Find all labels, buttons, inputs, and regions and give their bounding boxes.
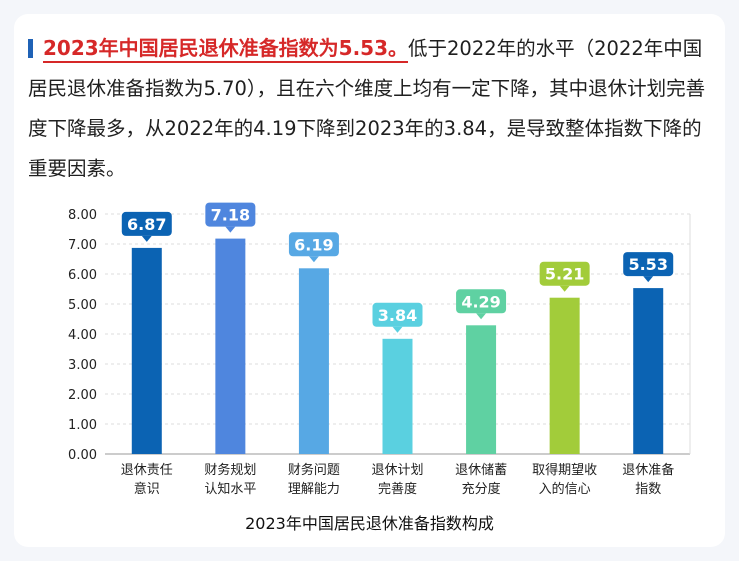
intro-highlight: 2023年中国居民退休准备指数为5.53。 xyxy=(43,36,409,63)
data-label-pointer xyxy=(141,235,152,242)
y-tick-label: 5.00 xyxy=(68,298,97,313)
bar xyxy=(466,325,497,454)
data-label-bubble xyxy=(623,252,674,277)
x-tick-label: 财务问题 xyxy=(288,462,340,478)
data-label-pointer xyxy=(308,256,319,263)
bar xyxy=(549,297,580,454)
x-tick-label: 入的信心 xyxy=(539,481,591,497)
data-label-pointer xyxy=(225,226,236,233)
data-label-bubble xyxy=(372,302,423,327)
y-tick-label: 0.00 xyxy=(68,448,97,463)
intro-paragraph: 2023年中国居民退休准备指数为5.53。低于2022年的水平（2022年中国居… xyxy=(28,28,718,189)
data-label-bubble xyxy=(539,261,590,286)
data-label-bubble xyxy=(205,202,256,227)
x-tick-label: 充分度 xyxy=(462,481,501,497)
data-label: 6.87 xyxy=(127,215,166,234)
data-label: 7.18 xyxy=(211,206,250,225)
x-tick-label: 退休计划 xyxy=(371,463,423,478)
data-label: 5.21 xyxy=(545,265,584,284)
chart-container: 0.00 1.00 2.00 3.00 4.00 5.00 6.00 7.00 8.00 6.87… xyxy=(0,195,739,509)
intro-body: 低于2022年的水平（2022年中国居民退休准备指数为5.70），且在六个维度上… xyxy=(28,37,706,180)
data-label: 5.53 xyxy=(628,255,667,274)
bar-chart: 0.00 1.00 2.00 3.00 4.00 5.00 6.00 7.00 8.00 6.87… xyxy=(68,202,691,497)
x-tick-label: 理解能力 xyxy=(288,482,340,497)
bar xyxy=(382,338,413,454)
bar xyxy=(633,288,664,454)
x-tick-label: 完善度 xyxy=(378,481,417,497)
y-tick-label: 6.00 xyxy=(68,268,97,283)
bar xyxy=(215,238,246,454)
y-tick-label: 4.00 xyxy=(68,328,97,343)
data-label-pointer xyxy=(476,313,487,320)
x-tick-label: 指数 xyxy=(635,482,661,497)
data-label-bubble xyxy=(121,211,172,236)
data-label: 6.19 xyxy=(294,235,333,254)
data-label-bubble xyxy=(456,289,507,314)
x-tick-label: 取得期望收 xyxy=(532,462,597,478)
y-tick-label: 3.00 xyxy=(68,358,97,373)
y-tick-label: 2.00 xyxy=(68,388,97,403)
chart-title: 2023年中国居民退休准备指数构成 xyxy=(245,514,494,533)
x-tick-label: 意识 xyxy=(134,481,160,497)
x-tick-label: 财务规划 xyxy=(204,462,256,478)
data-label-bubble xyxy=(288,232,339,257)
data-label: 3.84 xyxy=(378,306,417,325)
x-tick-label: 退休准备 xyxy=(622,462,674,478)
data-label-pointer xyxy=(559,285,570,292)
bar xyxy=(131,247,162,454)
data-label-pointer xyxy=(643,276,654,283)
y-tick-label: 1.00 xyxy=(68,418,97,433)
bar xyxy=(298,268,329,454)
x-tick-label: 退休责任 xyxy=(121,463,173,478)
x-tick-label: 退休储蓄 xyxy=(455,463,507,478)
x-tick-label: 认知水平 xyxy=(204,481,256,497)
section-marker xyxy=(28,39,33,58)
y-tick-label: 8.00 xyxy=(68,208,97,223)
data-label: 4.29 xyxy=(461,292,500,311)
data-label-pointer xyxy=(392,326,403,333)
y-tick-label: 7.00 xyxy=(68,238,97,253)
